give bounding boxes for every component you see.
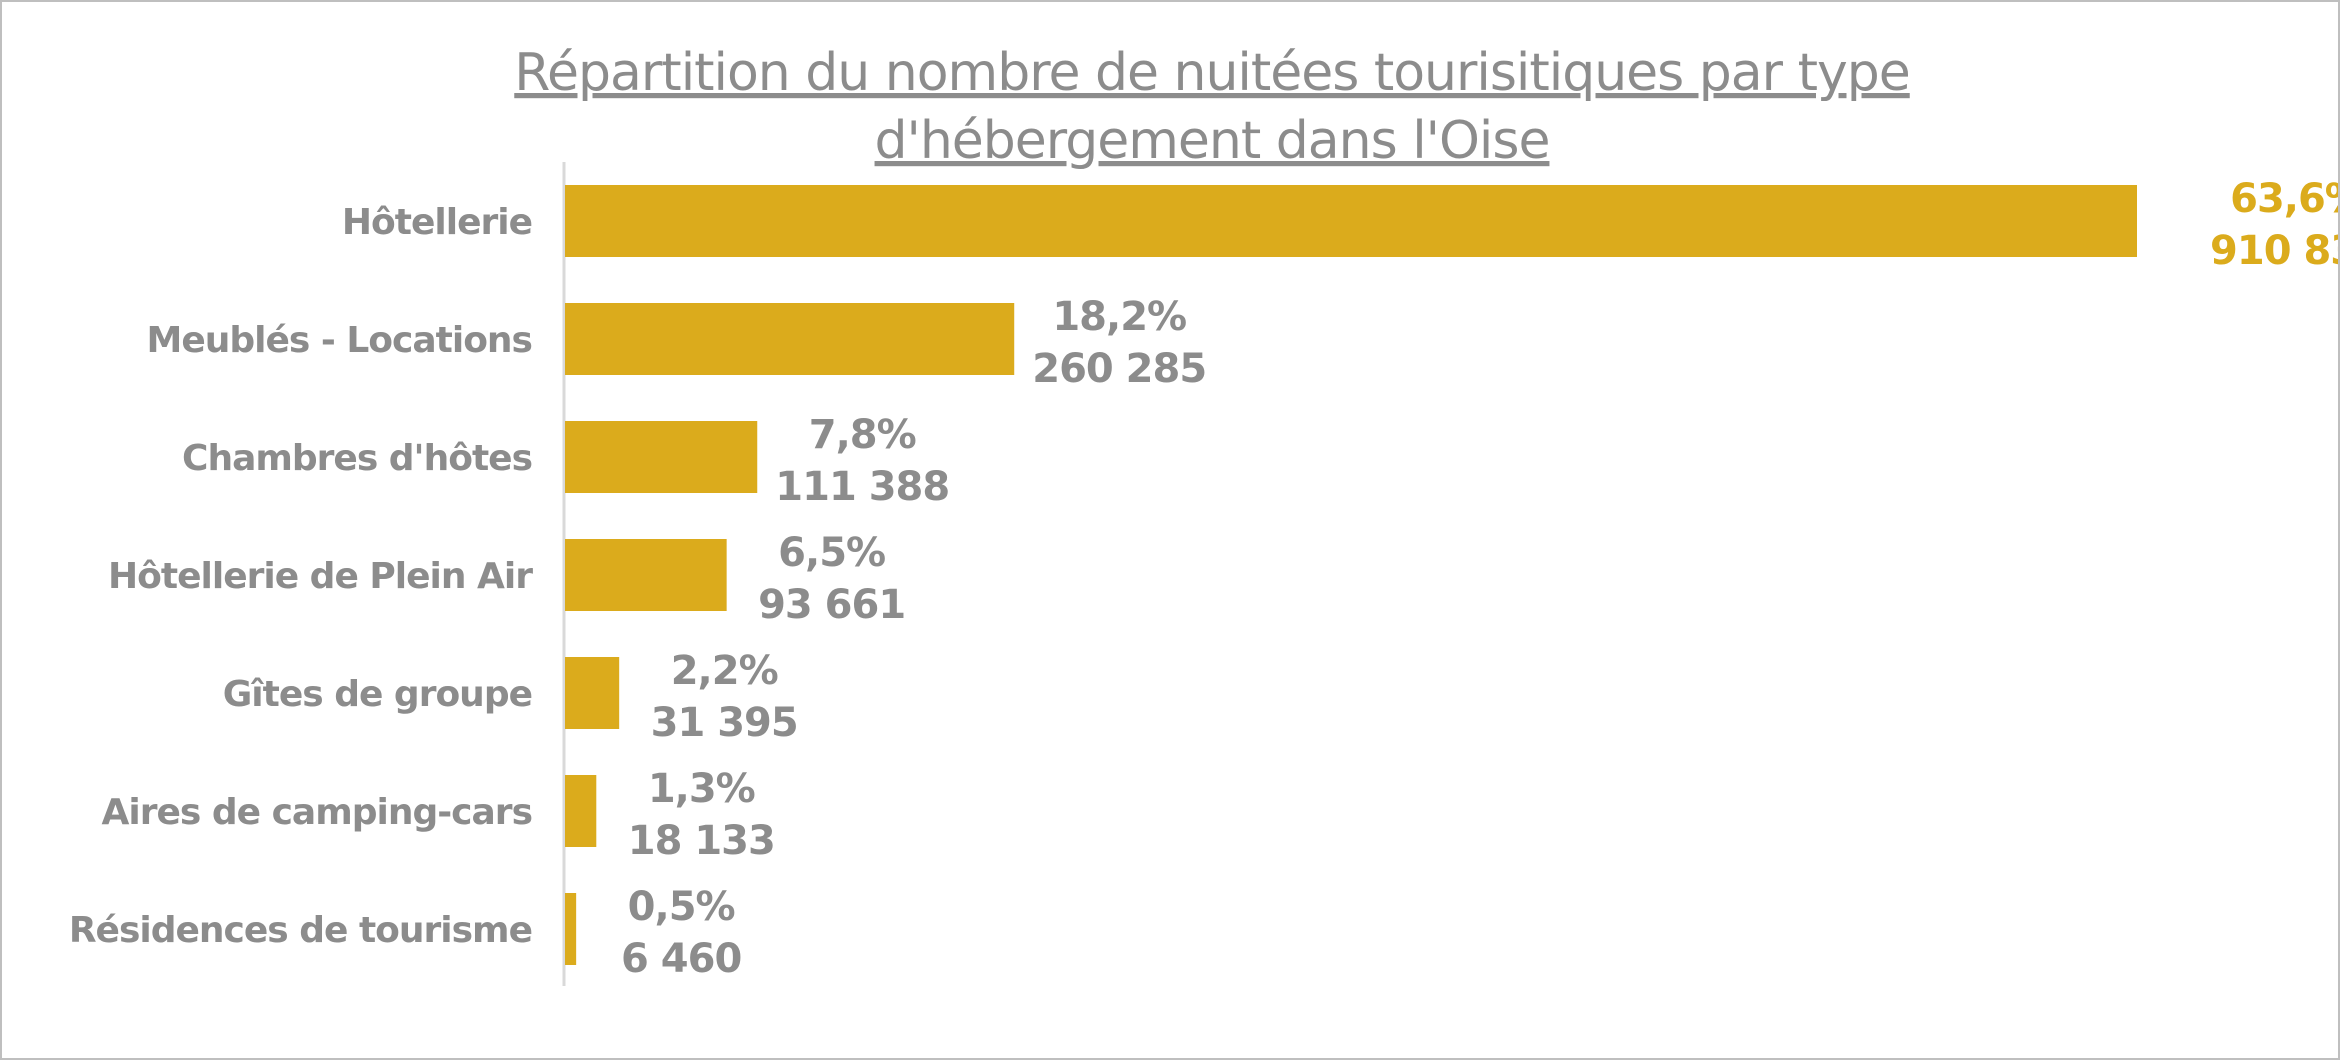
value-label-residences-de-tourisme: 6 460 [621,936,741,982]
value-label-hotellerie: 910 834 [2210,228,2338,274]
chart-title-line-2: d'hébergement dans l'Oise [875,111,1550,171]
category-label-hotellerie: Hôtellerie [342,202,532,243]
chart-title-line-1: Répartition du nombre de nuitées tourisi… [514,43,1909,103]
percent-label-gites-de-groupe: 2,2% [671,648,778,694]
value-label-hotellerie-de-plein-air: 93 661 [758,582,905,628]
value-label-chambres-d-hotes: 111 388 [775,464,949,510]
percent-label-residences-de-tourisme: 0,5% [628,884,735,930]
percent-label-hotellerie-de-plein-air: 6,5% [778,530,885,576]
value-label-aires-de-camping-cars: 18 133 [628,818,775,864]
percent-label-hotellerie: 63,6% [2230,176,2338,222]
bar-residences-de-tourisme [565,893,577,965]
category-label-aires-de-camping-cars: Aires de camping-cars [102,792,532,833]
data-labels: 63,6% 910 834 18,2% 260 285 7,8% 111 388 6,5% 9… [621,176,2338,982]
chart-title: Répartition du nombre de nuitées tourisi… [514,43,1910,171]
category-label-chambres-d-hotes: Chambres d'hôtes [182,438,532,479]
bars-group [565,185,2137,965]
category-labels: Hôtellerie Meublés - Locations Chambres d'… [69,202,534,951]
category-label-meubles-locations: Meublés - Locations [147,320,532,361]
bar-meubles-locations [565,303,1015,375]
category-label-hotellerie-de-plein-air: Hôtellerie de Plein Air [108,556,533,597]
value-label-gites-de-groupe: 31 395 [651,700,798,746]
category-label-residences-de-tourisme: Résidences de tourisme [69,910,532,951]
percent-label-aires-de-camping-cars: 1,3% [648,766,755,812]
bar-gites-de-groupe [565,657,620,729]
percent-label-chambres-d-hotes: 7,8% [809,412,916,458]
category-label-gites-de-groupe: Gîtes de groupe [223,674,532,715]
bar-aires-de-camping-cars [565,775,597,847]
bar-hotellerie [565,185,2137,257]
percent-label-meubles-locations: 18,2% [1052,294,1186,340]
value-label-meubles-locations: 260 285 [1032,346,1206,392]
bar-chambres-d-hotes [565,421,758,493]
bar-hotellerie-de-plein-air [565,539,727,611]
